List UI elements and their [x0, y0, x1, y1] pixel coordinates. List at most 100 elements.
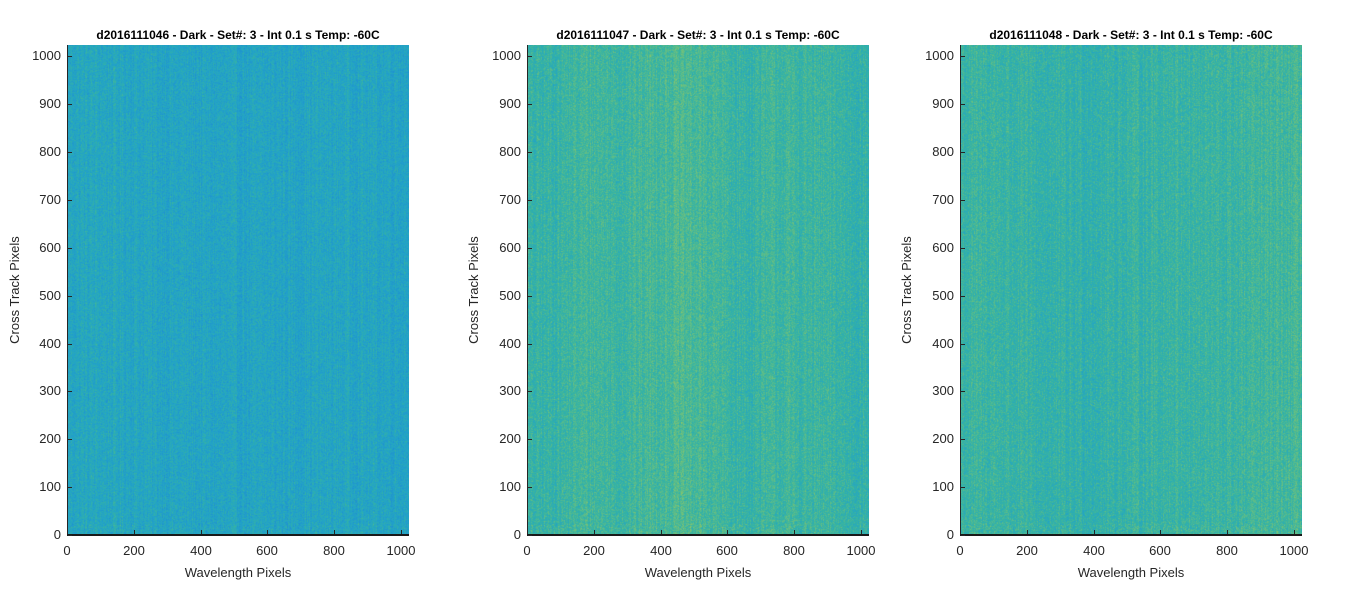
x-tick-mark	[267, 530, 268, 534]
y-tick-mark	[68, 391, 72, 392]
y-tick-label: 300	[932, 383, 954, 398]
y-tick-label: 600	[39, 240, 61, 255]
y-tick-mark	[961, 439, 965, 440]
x-tick-mark	[594, 530, 595, 534]
heatmap-image	[67, 45, 409, 535]
x-tick-label: 600	[256, 543, 278, 558]
y-tick-mark	[68, 535, 72, 536]
x-tick-mark	[1294, 530, 1295, 534]
y-tick-label: 200	[39, 431, 61, 446]
heatmap-plot-area[interactable]	[960, 45, 1302, 535]
x-tick-label: 600	[1149, 543, 1171, 558]
x-axis-label: Wavelength Pixels	[184, 565, 292, 580]
x-tick-label: 400	[190, 543, 212, 558]
y-tick-label: 700	[39, 192, 61, 207]
y-tick-label: 500	[932, 288, 954, 303]
x-tick-mark	[960, 530, 961, 534]
y-tick-label: 100	[932, 479, 954, 494]
x-axis-line	[527, 534, 869, 536]
y-axis-line	[527, 45, 528, 535]
x-tick-mark	[67, 530, 68, 534]
y-tick-label: 0	[53, 527, 61, 542]
y-tick-label: 400	[499, 336, 521, 351]
y-tick-label: 900	[499, 96, 521, 111]
y-tick-label: 500	[499, 288, 521, 303]
x-tick-label: 800	[1216, 543, 1238, 558]
y-tick-mark	[528, 391, 532, 392]
y-tick-mark	[68, 56, 72, 57]
y-tick-label: 500	[39, 288, 61, 303]
x-tick-label: 0	[63, 543, 71, 558]
y-tick-mark	[961, 152, 965, 153]
heatmap-plot-area[interactable]	[527, 45, 869, 535]
y-tick-mark	[961, 344, 965, 345]
x-tick-label: 200	[583, 543, 605, 558]
y-tick-label: 0	[513, 527, 521, 542]
x-axis-label: Wavelength Pixels	[1077, 565, 1185, 580]
y-tick-mark	[961, 56, 965, 57]
y-tick-label: 800	[932, 144, 954, 159]
y-tick-label: 200	[932, 431, 954, 446]
y-tick-label: 800	[499, 144, 521, 159]
y-tick-mark	[528, 296, 532, 297]
y-tick-mark	[528, 104, 532, 105]
heatmap-image	[527, 45, 869, 535]
y-tick-label: 1000	[492, 48, 521, 63]
y-tick-label: 100	[499, 479, 521, 494]
y-tick-label: 1000	[32, 48, 61, 63]
y-tick-mark	[528, 439, 532, 440]
x-tick-label: 800	[323, 543, 345, 558]
chart-title: d2016111047 - Dark - Set#: 3 - Int 0.1 s…	[556, 28, 840, 42]
y-tick-mark	[528, 152, 532, 153]
x-tick-label: 1000	[1279, 543, 1309, 558]
x-tick-label: 800	[783, 543, 805, 558]
y-tick-label: 400	[932, 336, 954, 351]
y-tick-label: 900	[932, 96, 954, 111]
y-tick-mark	[68, 152, 72, 153]
y-tick-mark	[68, 439, 72, 440]
y-tick-label: 0	[946, 527, 954, 542]
y-axis-label: Cross Track Pixels	[466, 236, 481, 344]
y-tick-mark	[961, 104, 965, 105]
y-axis-label: Cross Track Pixels	[899, 236, 914, 344]
y-tick-label: 300	[499, 383, 521, 398]
x-tick-label: 0	[956, 543, 964, 558]
y-tick-label: 700	[499, 192, 521, 207]
y-tick-mark	[68, 104, 72, 105]
y-tick-mark	[68, 296, 72, 297]
x-tick-mark	[201, 530, 202, 534]
x-tick-label: 400	[650, 543, 672, 558]
y-axis-label: Cross Track Pixels	[7, 236, 22, 344]
x-tick-label: 600	[716, 543, 738, 558]
x-tick-mark	[334, 530, 335, 534]
x-axis-label: Wavelength Pixels	[644, 565, 752, 580]
x-tick-mark	[1160, 530, 1161, 534]
x-tick-mark	[134, 530, 135, 534]
x-tick-label: 200	[123, 543, 145, 558]
heatmap-plot-area[interactable]	[67, 45, 409, 535]
y-tick-label: 300	[39, 383, 61, 398]
x-axis-line	[67, 534, 409, 536]
y-tick-mark	[68, 200, 72, 201]
y-tick-mark	[68, 344, 72, 345]
heatmap-image	[960, 45, 1302, 535]
y-tick-label: 200	[499, 431, 521, 446]
y-tick-mark	[528, 487, 532, 488]
y-tick-mark	[528, 535, 532, 536]
x-tick-label: 1000	[386, 543, 416, 558]
x-tick-label: 1000	[846, 543, 876, 558]
chart-title: d2016111046 - Dark - Set#: 3 - Int 0.1 s…	[96, 28, 380, 42]
y-tick-label: 700	[932, 192, 954, 207]
x-tick-mark	[1094, 530, 1095, 534]
x-tick-mark	[661, 530, 662, 534]
x-tick-mark	[401, 530, 402, 534]
x-tick-mark	[727, 530, 728, 534]
y-tick-label: 600	[499, 240, 521, 255]
y-tick-mark	[961, 391, 965, 392]
y-tick-label: 400	[39, 336, 61, 351]
x-tick-mark	[794, 530, 795, 534]
y-tick-mark	[961, 200, 965, 201]
y-tick-mark	[68, 487, 72, 488]
y-tick-mark	[961, 296, 965, 297]
